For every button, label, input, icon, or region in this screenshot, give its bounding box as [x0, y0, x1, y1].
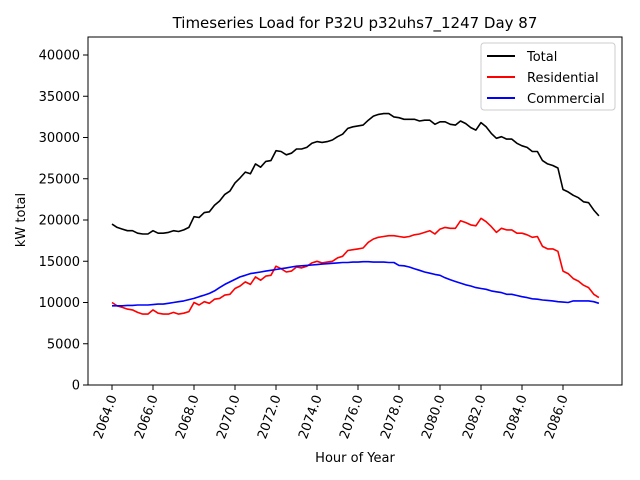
legend-box [480, 42, 616, 111]
series-line-total [111, 112, 600, 235]
plot-area [111, 112, 600, 315]
legend-label-commercial: Commercial [527, 92, 605, 107]
y-tick-label: 5000 [47, 337, 80, 352]
y-tick-label: 10000 [39, 296, 80, 311]
y-tick-label: 15000 [39, 255, 80, 270]
chart-title: Timeseries Load for P32U p32uhs7_1247 Da… [172, 14, 538, 33]
legend-label-total: Total [526, 50, 557, 65]
axes-frame [87, 36, 623, 386]
y-tick-label: 0 [72, 379, 80, 394]
series-line-commercial [112, 260, 600, 307]
y-tick-label: 30000 [39, 131, 80, 146]
legend: Total Residential Commercial [480, 42, 616, 111]
y-tick-label: 20000 [39, 214, 80, 229]
y-tick-label: 40000 [39, 49, 80, 64]
y-tick-label: 25000 [39, 172, 80, 187]
y-axis-label: kW total [14, 193, 29, 247]
x-axis-label: Hour of Year [315, 451, 395, 466]
y-tick-label: 35000 [39, 90, 80, 105]
series-line-residential [111, 217, 600, 315]
y-axis: 0 5000 10000 15000 20000 25000 30000 35000 40000 [39, 49, 88, 394]
legend-label-residential: Residential [527, 71, 599, 86]
